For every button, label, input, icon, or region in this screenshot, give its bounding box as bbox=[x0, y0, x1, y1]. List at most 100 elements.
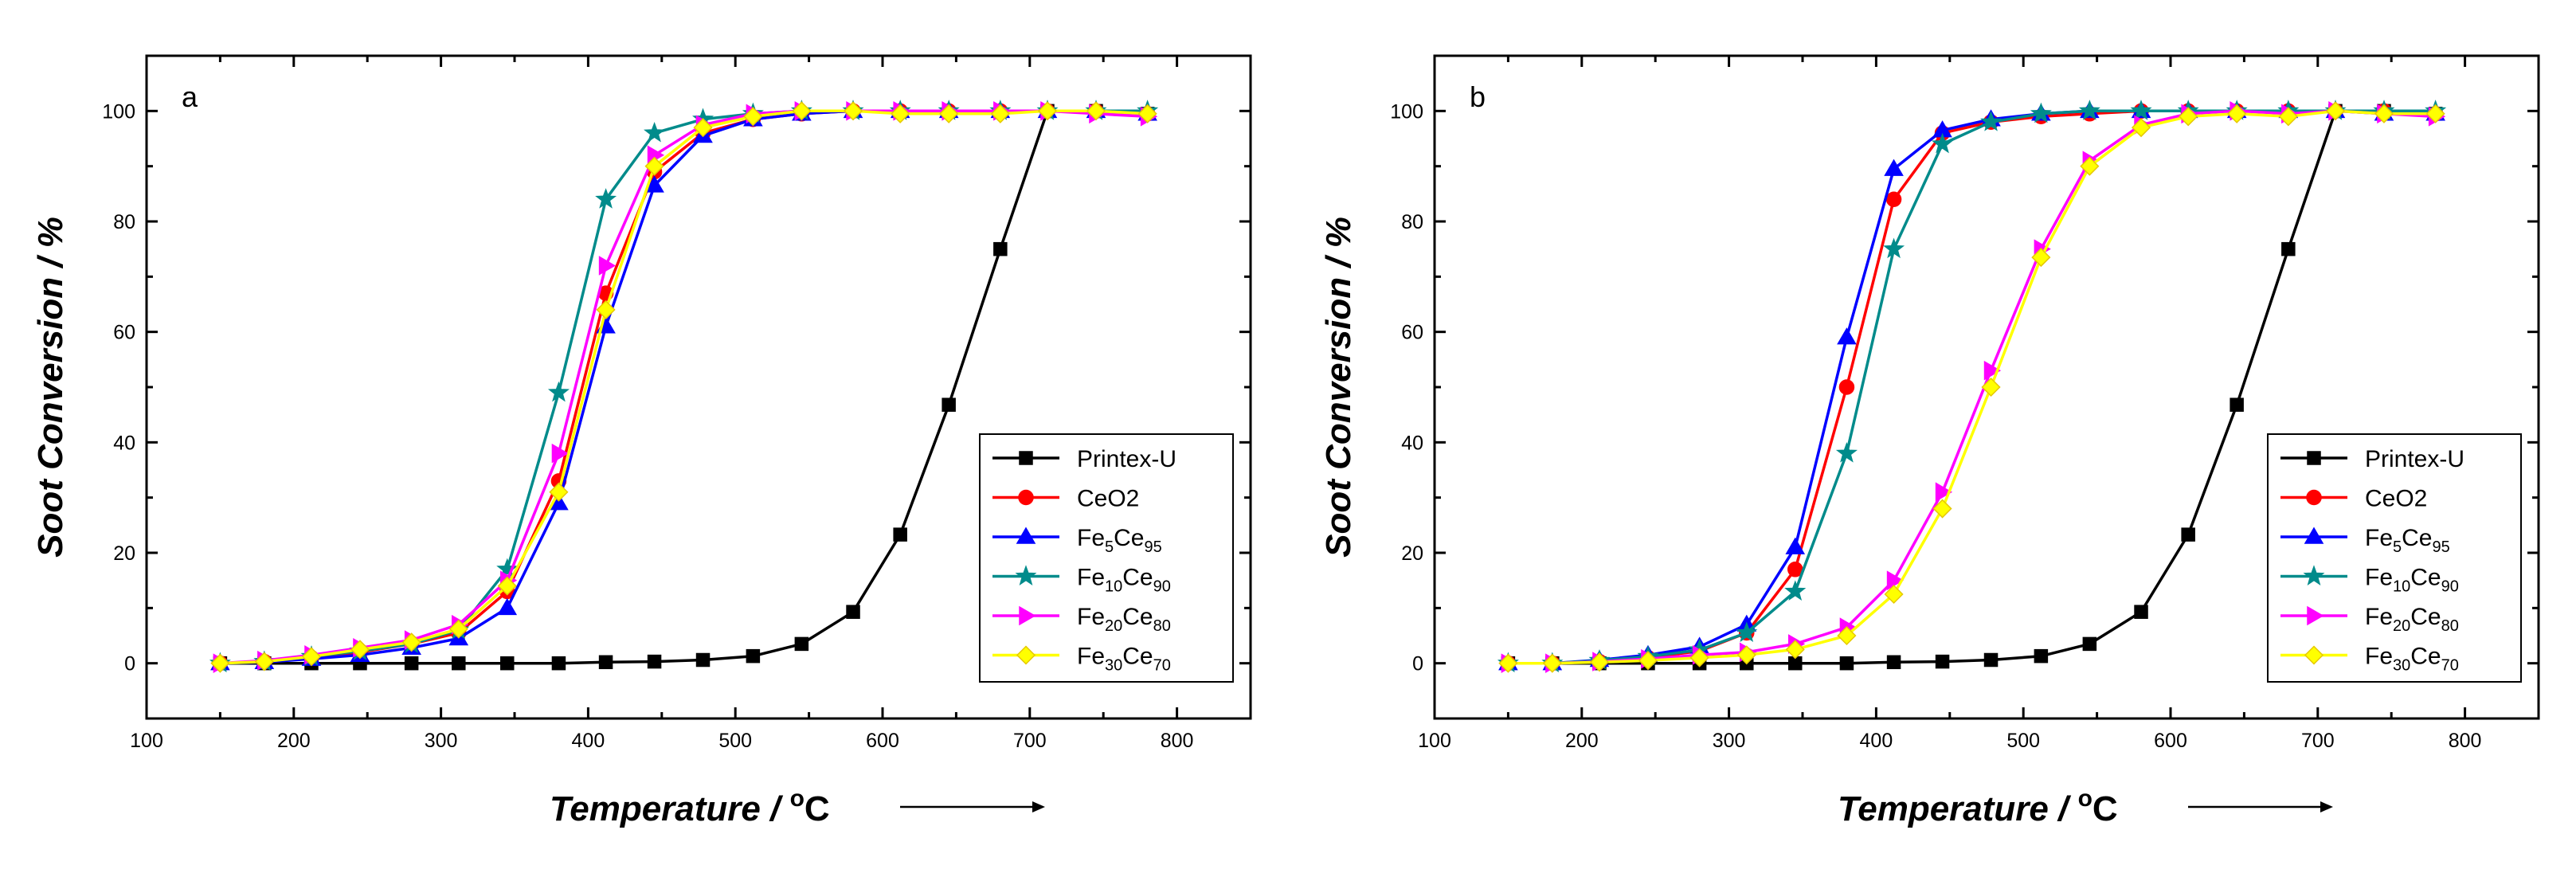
data-point bbox=[500, 656, 515, 671]
data-point bbox=[993, 241, 1008, 256]
legend-label-base: Fe bbox=[1077, 604, 1105, 630]
data-point bbox=[210, 653, 230, 673]
data-point bbox=[942, 397, 956, 412]
legend-label-base: Printex-U bbox=[1077, 446, 1176, 472]
data-point bbox=[893, 527, 907, 542]
data-point bbox=[497, 576, 517, 596]
data-point bbox=[1498, 653, 1518, 673]
legend-label: Fe5Ce95 bbox=[2365, 525, 2450, 556]
data-point bbox=[1837, 625, 1857, 646]
x-tick-label: 500 bbox=[718, 730, 752, 752]
legend-label: Fe30Ce70 bbox=[2365, 644, 2459, 675]
x-axis-title-unit: C bbox=[2093, 789, 2118, 828]
data-point bbox=[1784, 580, 1807, 601]
y-tick-label: 20 bbox=[113, 542, 135, 565]
legend-swatch-marker bbox=[2307, 451, 2321, 465]
legend-label-mid: Ce bbox=[2410, 644, 2441, 670]
data-point bbox=[647, 654, 662, 669]
data-point bbox=[1037, 101, 1058, 121]
panel-label: a bbox=[182, 80, 198, 113]
axis-arrow-head bbox=[1032, 801, 1045, 812]
legend-label-sub1: 30 bbox=[1105, 657, 1122, 675]
y-axis-title: Soot Conversion / % bbox=[31, 217, 70, 558]
chart-panel-a: 100 200 300 400 500 600 700 800 0 20 40 60 80 100 a Soo… bbox=[31, 54, 1252, 828]
y-tick-label: 80 bbox=[113, 211, 135, 233]
data-point bbox=[401, 632, 421, 652]
legend-label-base: Fe bbox=[1077, 644, 1105, 670]
legend-label-base: Fe bbox=[2365, 604, 2393, 630]
y-tick-label: 20 bbox=[1401, 542, 1423, 565]
legend-label: CeO2 bbox=[1077, 486, 1139, 512]
data-point bbox=[547, 381, 570, 402]
x-tick-label: 200 bbox=[1565, 730, 1599, 752]
x-tick-label: 600 bbox=[2154, 730, 2187, 752]
series-line bbox=[220, 109, 1148, 665]
panel-label: b bbox=[1470, 80, 1486, 113]
data-point bbox=[2325, 101, 2346, 121]
data-point bbox=[1935, 482, 1953, 503]
data-point bbox=[1542, 653, 1562, 673]
series-Fe30Ce70 bbox=[210, 101, 1157, 673]
x-axis-title-degree: o bbox=[790, 785, 805, 812]
data-point bbox=[254, 652, 274, 671]
data-point bbox=[598, 655, 613, 670]
legend-label-sub1: 20 bbox=[2393, 617, 2410, 635]
legend-label-sub2: 70 bbox=[1153, 657, 1171, 675]
legend-label: Fe5Ce95 bbox=[1077, 525, 1162, 556]
x-tick-label: 800 bbox=[1161, 730, 1194, 752]
series-Fe30Ce70 bbox=[1498, 101, 2445, 673]
y-tick-label: 40 bbox=[1401, 432, 1423, 454]
data-point bbox=[497, 597, 518, 616]
x-tick-label: 700 bbox=[2301, 730, 2335, 752]
y-tick-label: 0 bbox=[124, 653, 135, 675]
data-point bbox=[792, 101, 812, 121]
legend-label-mid: Ce bbox=[2410, 604, 2441, 630]
legend-label: Fe10Ce90 bbox=[1077, 565, 1171, 596]
legend-label: CeO2 bbox=[2365, 486, 2427, 512]
legend-swatch-marker bbox=[1016, 527, 1036, 544]
legend-label: Fe20Ce80 bbox=[2365, 604, 2459, 635]
legend-label-sub2: 70 bbox=[2441, 657, 2459, 675]
legend-label: Fe10Ce90 bbox=[2365, 565, 2459, 596]
x-tick-label: 700 bbox=[1013, 730, 1047, 752]
y-tick-label: 60 bbox=[113, 322, 135, 344]
data-point bbox=[1980, 111, 2002, 131]
data-point bbox=[1981, 377, 2001, 397]
legend-label-base: Fe bbox=[1077, 565, 1105, 591]
data-point bbox=[1886, 655, 1901, 670]
data-point bbox=[2281, 241, 2296, 256]
data-point bbox=[1932, 132, 1954, 154]
data-point bbox=[2425, 104, 2445, 123]
data-point bbox=[448, 619, 468, 639]
data-point bbox=[2078, 100, 2100, 120]
legend-swatch-marker bbox=[1016, 645, 1036, 665]
data-point bbox=[1086, 101, 1106, 121]
x-axis-title-unit: C bbox=[805, 789, 830, 828]
y-tick-label: 0 bbox=[1412, 653, 1423, 675]
legend-label-sub1: 10 bbox=[2393, 578, 2410, 596]
data-point bbox=[2230, 397, 2244, 412]
data-point bbox=[1838, 379, 1855, 395]
data-point bbox=[596, 300, 616, 319]
legend-label-mid: Ce bbox=[2410, 565, 2441, 591]
legend-label-base: Fe bbox=[2365, 525, 2393, 551]
legend-label-base: Printex-U bbox=[2365, 446, 2464, 472]
data-point bbox=[1932, 499, 1952, 519]
data-point bbox=[746, 648, 761, 664]
legend-label-sub1: 30 bbox=[2393, 657, 2410, 675]
legend-swatch-marker bbox=[1015, 565, 1037, 585]
x-tick-label: 100 bbox=[1418, 730, 1451, 752]
y-tick-label: 40 bbox=[113, 432, 135, 454]
legend-label-base: CeO2 bbox=[1077, 486, 1139, 512]
legend-label-mid: Ce bbox=[1122, 644, 1153, 670]
data-point bbox=[2374, 104, 2394, 123]
x-axis-title: Temperature / oC bbox=[550, 785, 830, 828]
data-point bbox=[1837, 327, 1857, 345]
x-tick-label: 200 bbox=[277, 730, 311, 752]
data-point bbox=[2082, 636, 2097, 652]
series-line bbox=[220, 109, 1148, 665]
data-point bbox=[2034, 648, 2049, 664]
data-point bbox=[551, 443, 569, 464]
data-point bbox=[1983, 360, 2002, 381]
legend-swatch-marker bbox=[2304, 527, 2324, 544]
